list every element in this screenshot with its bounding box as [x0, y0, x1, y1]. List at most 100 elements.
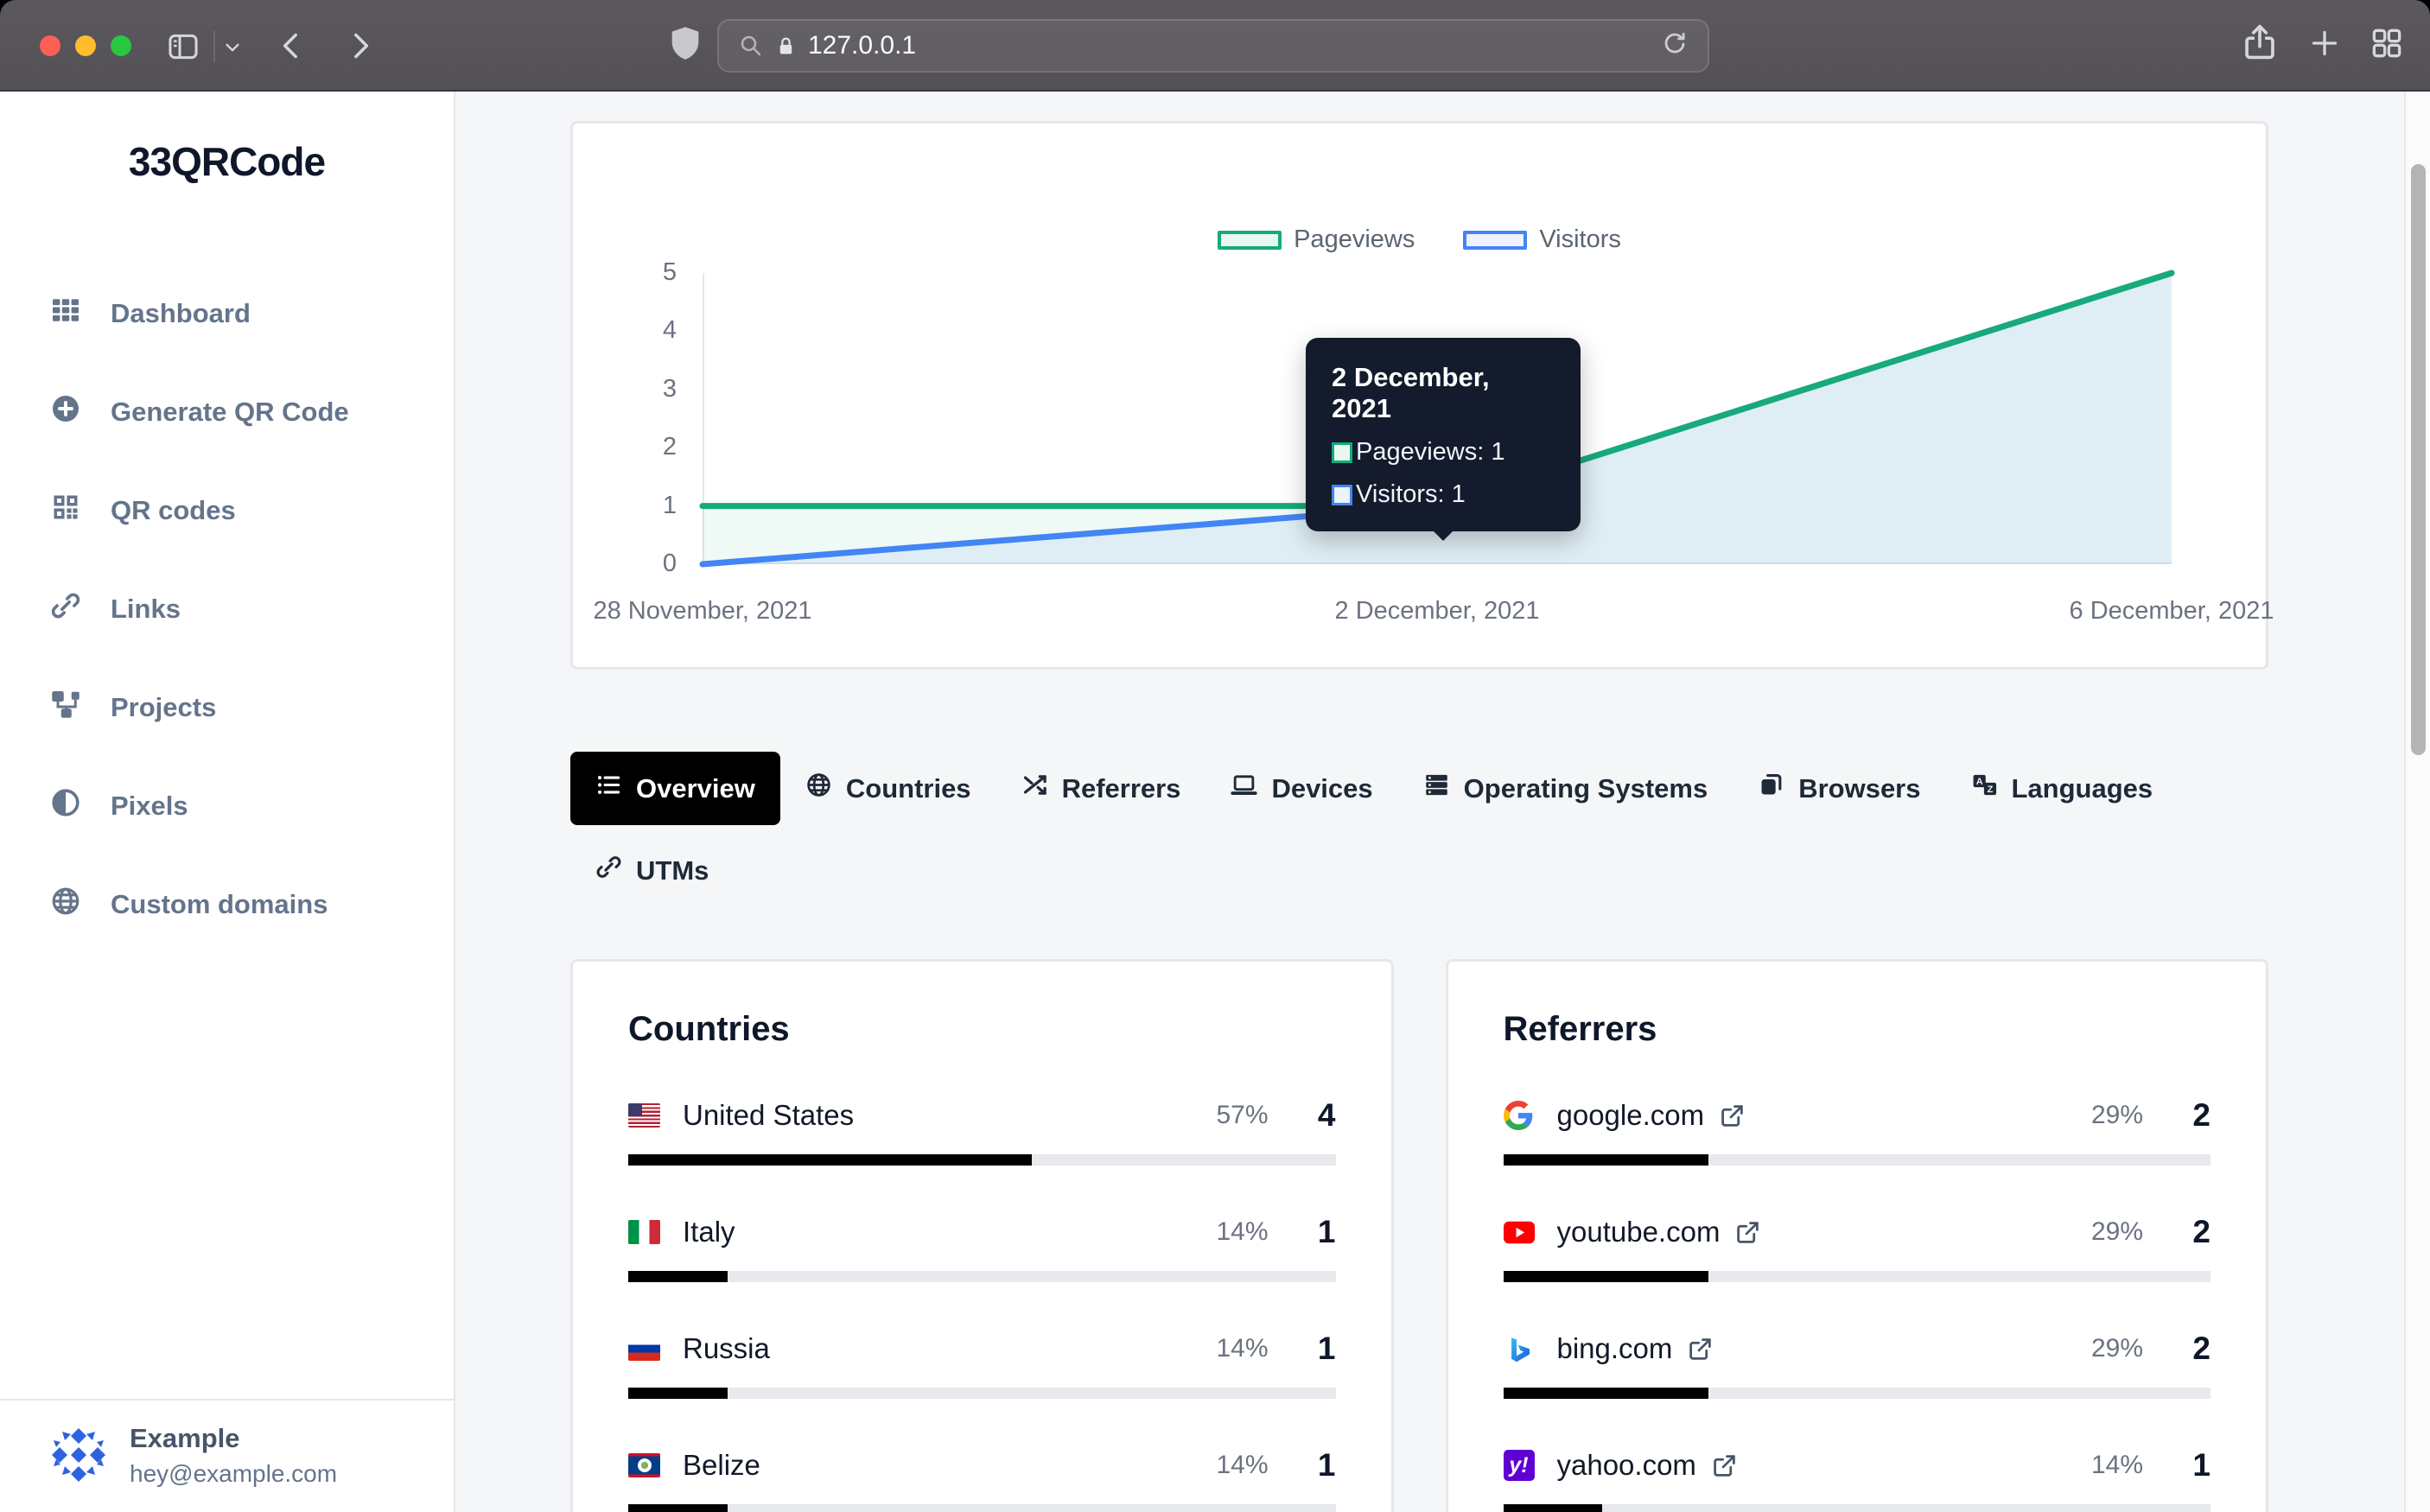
list-icon — [595, 772, 622, 805]
external-link-icon[interactable] — [1735, 1220, 1760, 1245]
tab-operating-systems[interactable]: Operating Systems — [1398, 752, 1733, 825]
minimize-window-button[interactable] — [75, 35, 96, 56]
sidebar-item-label: Links — [111, 594, 181, 624]
new-tab-icon[interactable] — [2307, 26, 2342, 60]
country-row-belize[interactable]: Belize 14% 1 — [628, 1447, 1336, 1512]
legend-item-pageviews[interactable]: Pageviews — [1218, 226, 1415, 254]
reload-icon[interactable] — [1661, 30, 1689, 62]
window-controls — [40, 35, 131, 56]
tab-utms[interactable]: UTMs — [570, 834, 734, 907]
qr-code-icon — [50, 492, 81, 530]
referrer-row-bing[interactable]: bing.com 29% 2 — [1503, 1331, 2211, 1399]
referrer-row-youtube[interactable]: youtube.com 29% 2 — [1503, 1214, 2211, 1282]
stats-cards: Countries United States 57% 4 — [570, 959, 2268, 1512]
referrer-percent: 29% — [2090, 1217, 2143, 1246]
chevron-down-icon[interactable] — [223, 38, 242, 57]
tab-devices[interactable]: Devices — [1205, 752, 1397, 825]
url-text: 127.0.0.1 — [808, 31, 917, 60]
fullscreen-window-button[interactable] — [111, 35, 131, 56]
referrer-row-yahoo[interactable]: y! yahoo.com 14% 1 — [1503, 1447, 2211, 1512]
sidebar-item-pixels[interactable]: Pixels — [0, 757, 454, 855]
card-title: Countries — [628, 1010, 790, 1048]
laptop-icon — [1231, 772, 1258, 805]
sidebar-item-custom-domains[interactable]: Custom domains — [0, 855, 454, 954]
sidebar: 33QRCode Dashboard Generate QR Code QR c… — [0, 92, 455, 1512]
tab-label: Countries — [845, 772, 971, 804]
google-favicon — [1503, 1101, 1535, 1130]
sidebar-item-dashboard[interactable]: Dashboard — [0, 264, 454, 363]
avatar — [50, 1425, 107, 1486]
country-count: 1 — [1317, 1447, 1336, 1483]
progress-bar — [1503, 1388, 2211, 1399]
traffic-chart-card: Pageviews Visitors 5 4 3 2 1 0 28 November, 2… — [570, 121, 2274, 670]
user-info: Example hey@example.com — [130, 1423, 337, 1488]
tab-label: Browsers — [1798, 772, 1921, 804]
toolbar-divider — [213, 31, 215, 62]
tab-label: Languages — [2011, 772, 2153, 804]
y-axis-tick: 3 — [662, 374, 677, 403]
browser-toolbar: 127.0.0.1 — [0, 0, 2430, 92]
y-axis-tick: 0 — [662, 550, 677, 577]
external-link-icon[interactable] — [1712, 1453, 1737, 1478]
country-name: United States — [683, 1099, 855, 1131]
sidebar-item-qr-codes[interactable]: QR codes — [0, 461, 454, 560]
sidebar-item-generate-qr-code[interactable]: Generate QR Code — [0, 363, 454, 461]
forward-button-icon[interactable] — [342, 29, 377, 63]
progress-bar — [628, 1154, 1336, 1166]
back-button-icon[interactable] — [275, 29, 309, 63]
server-icon — [1423, 772, 1450, 805]
chart-legend: Pageviews Visitors — [573, 226, 2266, 254]
page-content: 33QRCode Dashboard Generate QR Code QR c… — [0, 92, 2430, 1512]
tooltip-value: Pageviews: 1 — [1356, 438, 1505, 466]
tab-overview[interactable]: Overview — [570, 752, 780, 825]
country-name: Italy — [683, 1216, 735, 1248]
sidebar-item-projects[interactable]: Projects — [0, 658, 454, 757]
tab-browsers[interactable]: Browsers — [1733, 752, 1945, 825]
legend-item-visitors[interactable]: Visitors — [1463, 226, 1621, 254]
tab-label: Referrers — [1061, 772, 1181, 804]
tab-label: UTMs — [636, 854, 709, 886]
progress-bar — [1503, 1154, 2211, 1166]
user-profile[interactable]: Example hey@example.com — [0, 1399, 454, 1512]
close-window-button[interactable] — [40, 35, 60, 56]
x-axis-label: 28 November, 2021 — [593, 597, 812, 625]
address-bar[interactable]: 127.0.0.1 — [717, 19, 1709, 73]
country-row-united-states[interactable]: United States 57% 4 — [628, 1097, 1336, 1166]
country-percent: 14% — [1216, 1217, 1269, 1246]
svg-text:Z: Z — [1987, 785, 1993, 795]
tooltip-row-pageviews: Pageviews: 1 — [1332, 438, 1555, 467]
scrollbar-thumb[interactable] — [2411, 164, 2426, 755]
chart-tooltip: 2 December, 2021 Pageviews: 1 Visitors: … — [1306, 338, 1581, 541]
tab-countries[interactable]: Countries — [780, 752, 996, 825]
y-axis-tick: 4 — [662, 316, 677, 345]
sidebar-toggle-icon[interactable] — [167, 30, 200, 63]
country-percent: 57% — [1216, 1101, 1269, 1129]
dashboard-grid-icon — [50, 295, 81, 333]
external-link-icon[interactable] — [1720, 1103, 1745, 1128]
referrer-percent: 29% — [2090, 1101, 2143, 1129]
tab-overview-icon[interactable] — [2370, 26, 2404, 60]
referrer-count: 2 — [2192, 1097, 2211, 1133]
country-count: 4 — [1317, 1097, 1336, 1133]
italy-flag-icon — [628, 1220, 660, 1244]
referrer-row-google[interactable]: google.com 29% 2 — [1503, 1097, 2211, 1166]
share-icon[interactable] — [2240, 22, 2280, 62]
russia-flag-icon — [628, 1337, 660, 1361]
tab-referrers[interactable]: Referrers — [996, 752, 1206, 825]
external-link-icon[interactable] — [1688, 1337, 1713, 1362]
privacy-shield-icon[interactable] — [665, 23, 705, 63]
country-name: Belize — [683, 1449, 760, 1481]
scrollbar-track[interactable] — [2404, 92, 2430, 1512]
sidebar-item-label: Dashboard — [111, 298, 251, 328]
country-row-italy[interactable]: Italy 14% 1 — [628, 1214, 1336, 1282]
country-row-russia[interactable]: Russia 14% 1 — [628, 1331, 1336, 1399]
y-axis-tick: 2 — [662, 433, 677, 461]
sidebar-item-links[interactable]: Links — [0, 560, 454, 658]
visitors-swatch — [1332, 484, 1352, 505]
tab-label: Operating Systems — [1463, 772, 1708, 804]
pageviews-swatch — [1218, 230, 1282, 250]
progress-bar — [628, 1271, 1336, 1282]
sidebar-nav: Dashboard Generate QR Code QR codes Link… — [0, 264, 454, 954]
